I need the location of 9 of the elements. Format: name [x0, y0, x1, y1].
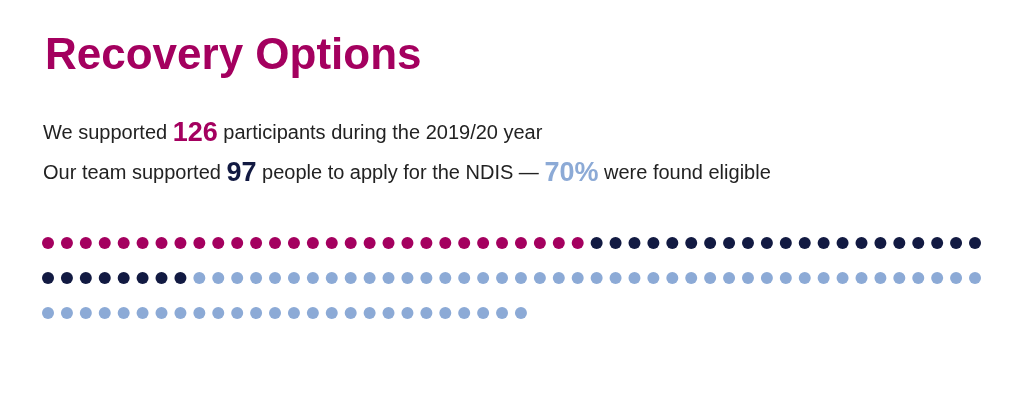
data-label: 97 [226, 156, 257, 187]
text: were found eligible [602, 160, 771, 183]
text: people to apply for the NDIS — [262, 160, 539, 183]
data-label: 126 [172, 116, 218, 147]
text: We supported [43, 120, 168, 143]
text: Our team supported [43, 160, 221, 183]
text: Recovery Options [45, 28, 422, 78]
text: participants during the 2019/20 year [223, 120, 543, 143]
data-label: 70% [544, 156, 599, 187]
